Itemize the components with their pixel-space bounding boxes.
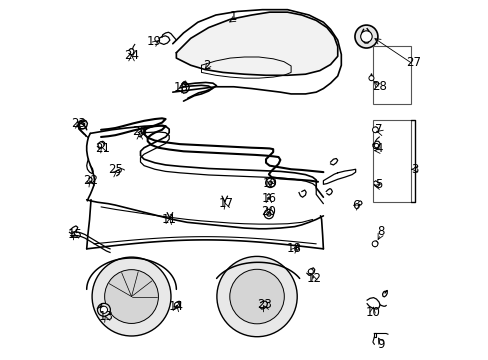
Text: 18: 18 bbox=[173, 81, 188, 94]
Text: 23: 23 bbox=[71, 117, 86, 130]
Text: 24: 24 bbox=[124, 49, 139, 62]
Polygon shape bbox=[176, 12, 337, 75]
Text: 19: 19 bbox=[262, 177, 277, 190]
Circle shape bbox=[97, 303, 110, 316]
Text: 7: 7 bbox=[374, 123, 382, 136]
Text: 21: 21 bbox=[95, 142, 110, 155]
Circle shape bbox=[229, 269, 284, 324]
Circle shape bbox=[217, 256, 297, 337]
Circle shape bbox=[104, 270, 158, 323]
Text: 6: 6 bbox=[351, 199, 359, 212]
Circle shape bbox=[354, 25, 377, 48]
Text: 15: 15 bbox=[68, 228, 82, 241]
Text: 14: 14 bbox=[168, 300, 183, 313]
Text: 20: 20 bbox=[261, 205, 276, 218]
Text: 26: 26 bbox=[132, 125, 147, 138]
Text: 5: 5 bbox=[374, 178, 382, 191]
Text: 18: 18 bbox=[286, 242, 301, 255]
Text: 23: 23 bbox=[256, 298, 271, 311]
Text: 4: 4 bbox=[374, 142, 382, 155]
Text: 13: 13 bbox=[99, 310, 114, 324]
Circle shape bbox=[265, 178, 274, 188]
Text: 17: 17 bbox=[218, 197, 233, 210]
Circle shape bbox=[308, 269, 313, 274]
Circle shape bbox=[372, 127, 378, 133]
Text: 16: 16 bbox=[261, 192, 276, 205]
Text: 10: 10 bbox=[365, 306, 380, 319]
Text: 3: 3 bbox=[410, 163, 418, 176]
Circle shape bbox=[368, 76, 373, 81]
Text: 11: 11 bbox=[162, 213, 176, 226]
Text: 25: 25 bbox=[108, 163, 122, 176]
Text: 9: 9 bbox=[376, 338, 384, 351]
Circle shape bbox=[266, 212, 270, 216]
Text: 12: 12 bbox=[306, 272, 321, 285]
Text: 1: 1 bbox=[229, 10, 237, 23]
Text: 27: 27 bbox=[406, 56, 420, 69]
Bar bbox=[372, 45, 410, 104]
Text: 22: 22 bbox=[82, 174, 98, 186]
Circle shape bbox=[373, 143, 378, 148]
Circle shape bbox=[92, 257, 171, 336]
Text: 2: 2 bbox=[203, 59, 210, 72]
Circle shape bbox=[100, 306, 107, 314]
Bar bbox=[372, 120, 410, 202]
Circle shape bbox=[371, 241, 377, 247]
Text: 8: 8 bbox=[376, 225, 384, 238]
Text: 28: 28 bbox=[372, 80, 386, 93]
Circle shape bbox=[264, 210, 273, 219]
Circle shape bbox=[360, 31, 371, 42]
Text: 19: 19 bbox=[146, 35, 162, 49]
Circle shape bbox=[174, 302, 179, 307]
Circle shape bbox=[98, 142, 104, 148]
Circle shape bbox=[268, 181, 271, 185]
